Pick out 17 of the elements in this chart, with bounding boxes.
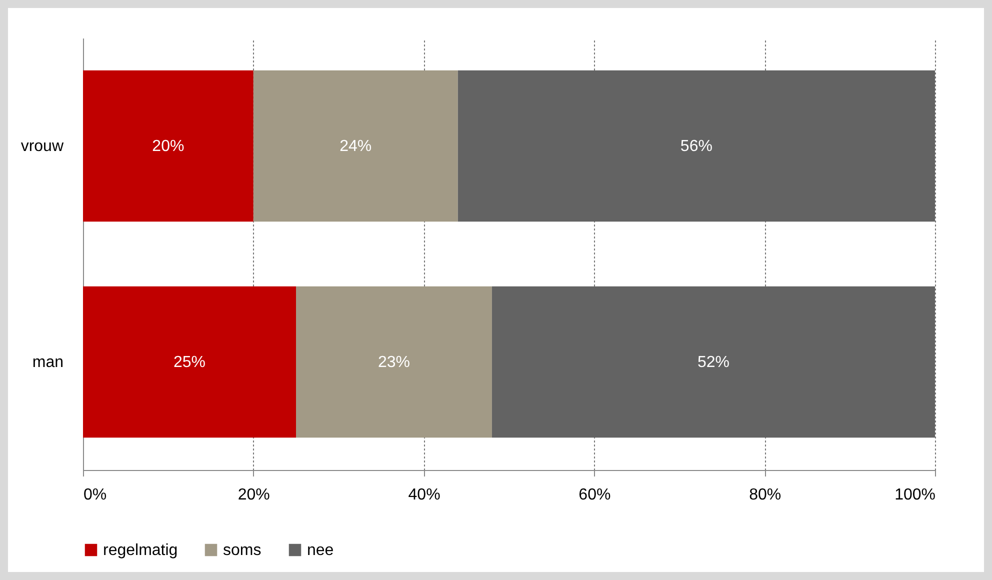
data-label: 23% bbox=[378, 354, 410, 371]
x-tick-label: 80% bbox=[749, 486, 782, 504]
legend-label: regelmatig bbox=[103, 542, 178, 559]
legend-label: nee bbox=[307, 542, 334, 559]
y-tick-label: man bbox=[32, 354, 64, 371]
x-tick-label: 60% bbox=[578, 486, 611, 504]
x-tick-label: 40% bbox=[408, 486, 440, 504]
x-tick-label: 0% bbox=[84, 486, 107, 504]
data-label: 52% bbox=[697, 354, 730, 371]
y-tick-label: vrouw bbox=[20, 138, 64, 155]
x-tick-label: 100% bbox=[894, 486, 936, 504]
data-label: 20% bbox=[152, 138, 184, 155]
x-tick-label: 20% bbox=[238, 486, 270, 504]
legend-label: soms bbox=[223, 542, 262, 559]
data-label: 25% bbox=[173, 354, 206, 371]
data-label: 56% bbox=[680, 138, 712, 155]
data-label: 24% bbox=[340, 138, 372, 155]
